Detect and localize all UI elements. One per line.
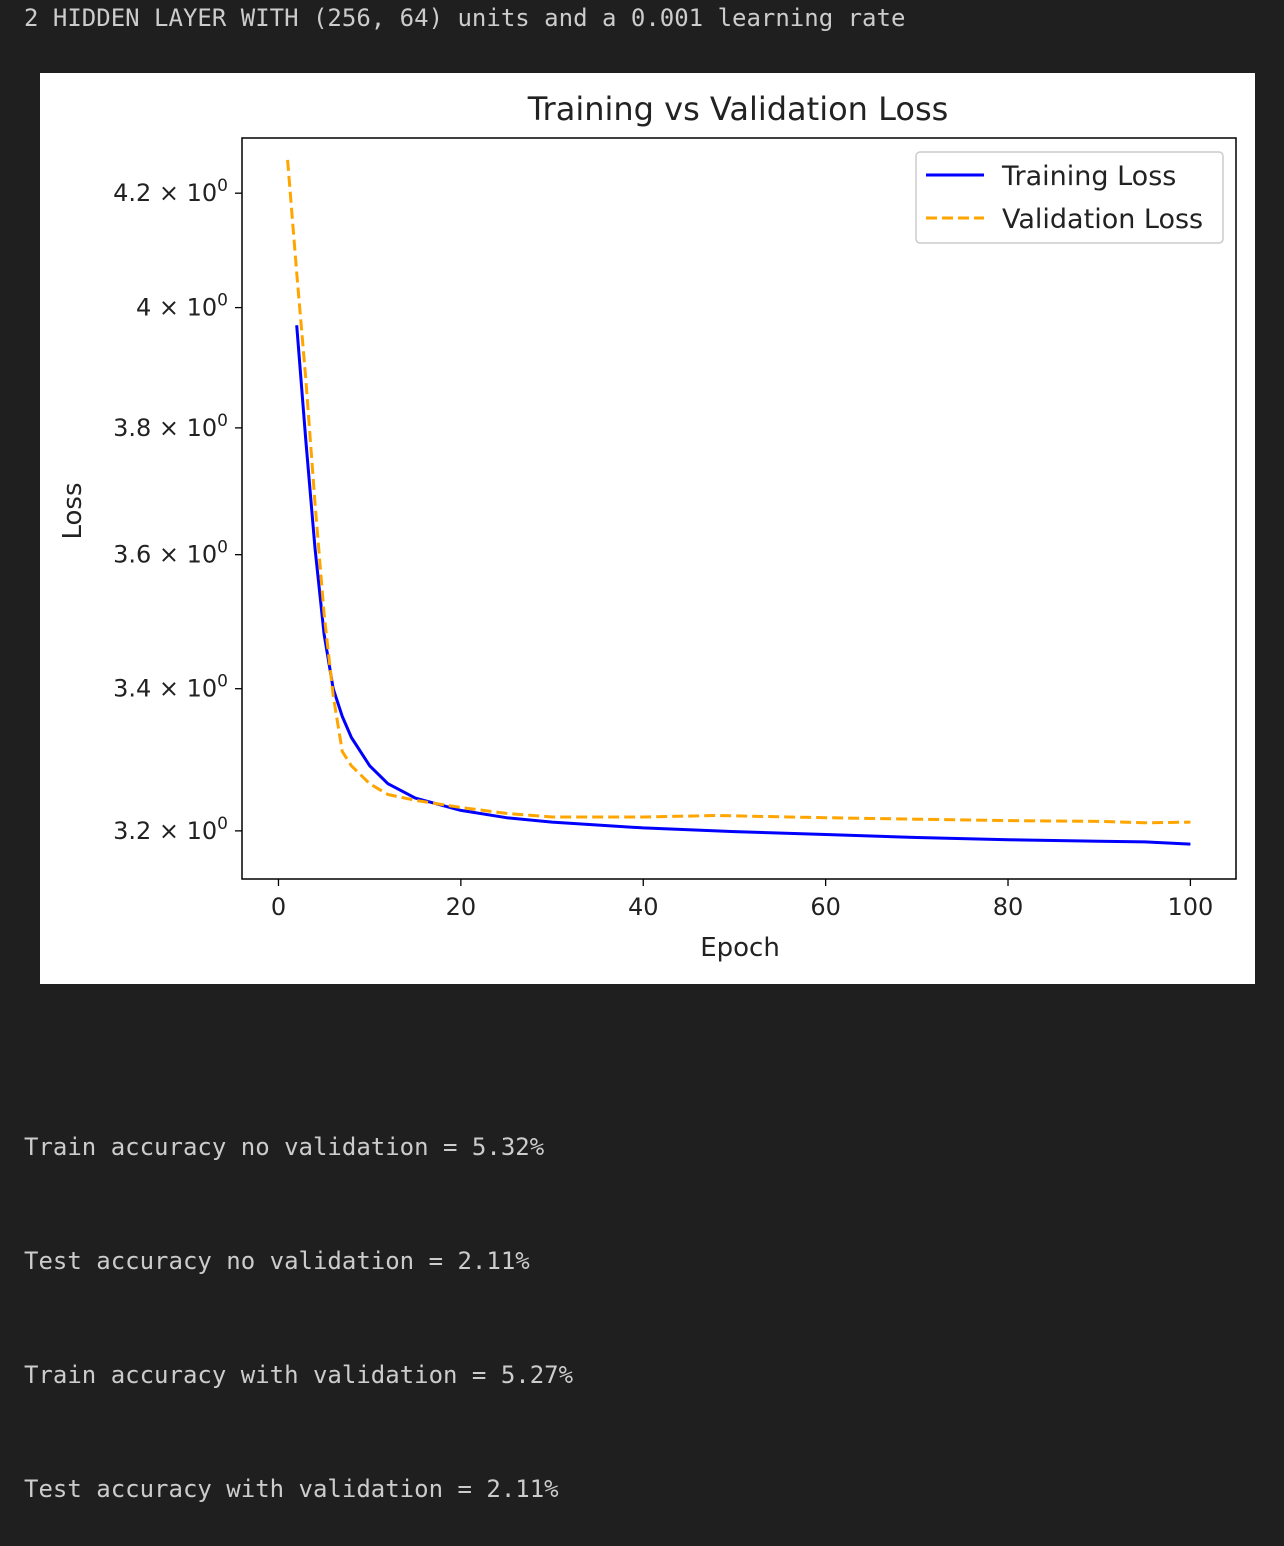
y-axis-label: Loss	[58, 482, 88, 539]
y-tick-label: 4.2 × 100	[113, 176, 228, 207]
loss-chart: Training vs Validation Loss 0 20 40 60 80 100…	[58, 90, 1237, 963]
accuracy-results: Train accuracy no validation = 5.32% Tes…	[24, 1052, 573, 1546]
x-tick-label: 60	[810, 893, 841, 921]
y-tick-label: 3.8 × 100	[113, 411, 228, 442]
legend-label: Training Loss	[1001, 161, 1176, 192]
cell-output-header: 2 HIDDEN LAYER WITH (256, 64) units and …	[24, 4, 906, 32]
axes: 0 20 40 60 80 100 3.2 × 100 3.4 × 100 3.6 × 100 3…	[113, 137, 1237, 921]
loss-chart-figure: Training vs Validation Loss 0 20 40 60 80 100…	[40, 73, 1255, 984]
y-tick-label: 4 × 100	[136, 291, 228, 322]
legend: Training Loss Validation Loss	[915, 151, 1224, 244]
x-tick-label: 0	[271, 893, 286, 921]
x-tick-label: 80	[993, 893, 1024, 921]
result-line: Train accuracy with validation = 5.27%	[24, 1361, 574, 1389]
chart-title: Training vs Validation Loss	[527, 90, 949, 128]
legend-box	[915, 151, 1224, 244]
x-tick-label: 20	[446, 893, 477, 921]
series-line-validation	[286, 159, 1191, 825]
result-line: Test accuracy no validation = 2.11%	[24, 1247, 530, 1275]
y-tick-label: 3.4 × 100	[113, 672, 228, 703]
result-line: Test accuracy with validation = 2.11%	[24, 1475, 559, 1503]
x-tick-label: 40	[628, 893, 659, 921]
plot-area	[286, 159, 1191, 846]
legend-label: Validation Loss	[1002, 204, 1203, 235]
x-axis-label: Epoch	[700, 933, 780, 963]
plot-frame	[241, 137, 1237, 880]
y-tick-label: 3.2 × 100	[113, 814, 228, 845]
y-tick-label: 3.6 × 100	[113, 538, 228, 569]
x-tick-label: 100	[1167, 893, 1213, 921]
result-line: Train accuracy no validation = 5.32%	[24, 1133, 545, 1161]
series-line-training	[295, 325, 1191, 846]
